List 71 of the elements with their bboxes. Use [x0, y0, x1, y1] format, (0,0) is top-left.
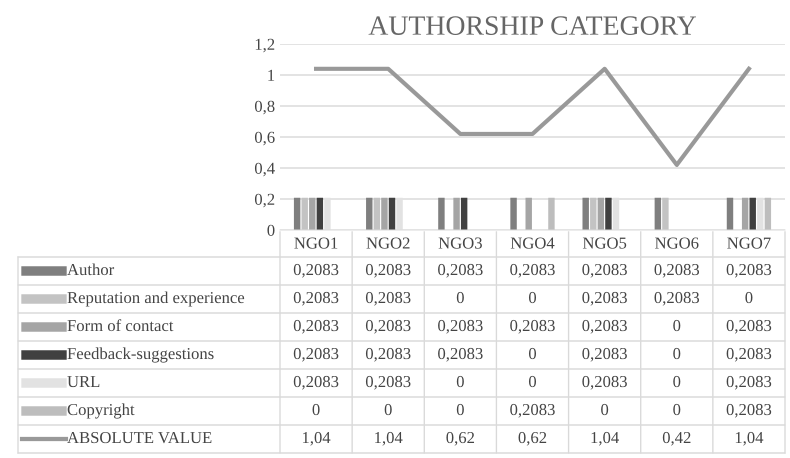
legend-label: Form of contact	[67, 319, 174, 332]
data-label: 0	[528, 376, 536, 388]
legend-label: Reputation and experience	[67, 291, 244, 307]
x-tick-label: NGO6	[655, 237, 699, 249]
data-label: 1,04	[736, 432, 764, 446]
x-tick-label: NGO2	[366, 237, 410, 249]
data-label: 0,2083	[726, 376, 772, 390]
legend-label: ABSOLUTE VALUE	[67, 432, 212, 444]
data-label: 0	[673, 348, 680, 360]
data-label: 0,62	[446, 432, 474, 446]
data-label: 0,2083	[366, 376, 410, 390]
data-label: 0,2083	[582, 292, 627, 306]
data-label: 0,2083	[726, 320, 772, 334]
data-label: 1,04	[375, 432, 403, 446]
legend-label: URL	[67, 376, 100, 388]
y-tick-label: 1,2	[256, 38, 274, 52]
data-label: 0,2083	[438, 264, 483, 278]
y-tick-label: 1	[268, 70, 274, 81]
data-label: 0	[673, 404, 680, 416]
data-label: 0,2083	[726, 264, 772, 278]
data-label: 0,2083	[366, 320, 410, 334]
data-label: 0,2083	[654, 264, 700, 278]
data-label: 0,42	[662, 432, 690, 446]
data-label: 0,2083	[582, 376, 627, 390]
data-label: 0	[673, 320, 680, 332]
data-label: 0,2083	[366, 264, 410, 278]
data-label: 0	[745, 292, 752, 304]
y-tick-label: 0	[267, 224, 275, 236]
data-label: 0	[528, 292, 536, 304]
data-label: 0,2083	[510, 320, 555, 334]
x-tick-label: NGO3	[438, 237, 482, 249]
data-label: 0,2083	[582, 320, 627, 334]
data-label: 0	[528, 348, 536, 360]
data-label: 0,2083	[294, 348, 338, 362]
legend-label: Feedback-suggestions	[67, 347, 214, 363]
legend-label: Author	[67, 263, 114, 276]
data-label: 0,2083	[294, 376, 338, 390]
data-label: 0,62	[518, 432, 546, 446]
data-label: 0	[456, 292, 464, 304]
data-label: 0	[384, 404, 392, 416]
data-label: 1,04	[592, 432, 619, 446]
data-label: 0,2083	[726, 348, 772, 362]
data-label: 0,2083	[366, 348, 410, 362]
data-label: 0,2083	[510, 264, 555, 278]
data-label: 0,2083	[510, 404, 555, 418]
x-tick-label: NGO1	[294, 237, 338, 249]
data-label: 0	[456, 404, 464, 416]
y-tick-label: 0,2	[254, 194, 274, 208]
x-tick-label: NGO7	[727, 237, 771, 249]
data-label: 0,2083	[294, 320, 338, 334]
data-label: 0,2083	[294, 264, 338, 278]
y-tick-label: 0,6	[254, 132, 275, 146]
data-label: 0,2083	[438, 348, 483, 362]
data-label: 0	[456, 376, 464, 388]
data-label: 0,2083	[366, 292, 410, 306]
chart-title: AUTHORSHIP CATEGORY	[368, 16, 696, 35]
data-label: 0,2083	[294, 292, 338, 306]
data-label: 0,2083	[582, 348, 627, 362]
legend-label: Copyright	[68, 403, 134, 419]
data-label: 1,04	[302, 432, 330, 446]
data-label: 0	[312, 404, 320, 416]
data-label: 0,2083	[582, 264, 627, 278]
y-tick-label: 0,8	[254, 100, 275, 114]
y-tick-label: 0,4	[254, 162, 275, 176]
data-label: 0,2083	[726, 404, 772, 418]
data-label: 0,2083	[654, 292, 700, 306]
x-tick-label: NGO5	[582, 237, 626, 249]
data-label: 0	[673, 376, 680, 388]
data-label: 0	[601, 404, 608, 416]
data-label: 0,2083	[438, 320, 483, 334]
x-tick-label: NGO4	[510, 237, 554, 249]
